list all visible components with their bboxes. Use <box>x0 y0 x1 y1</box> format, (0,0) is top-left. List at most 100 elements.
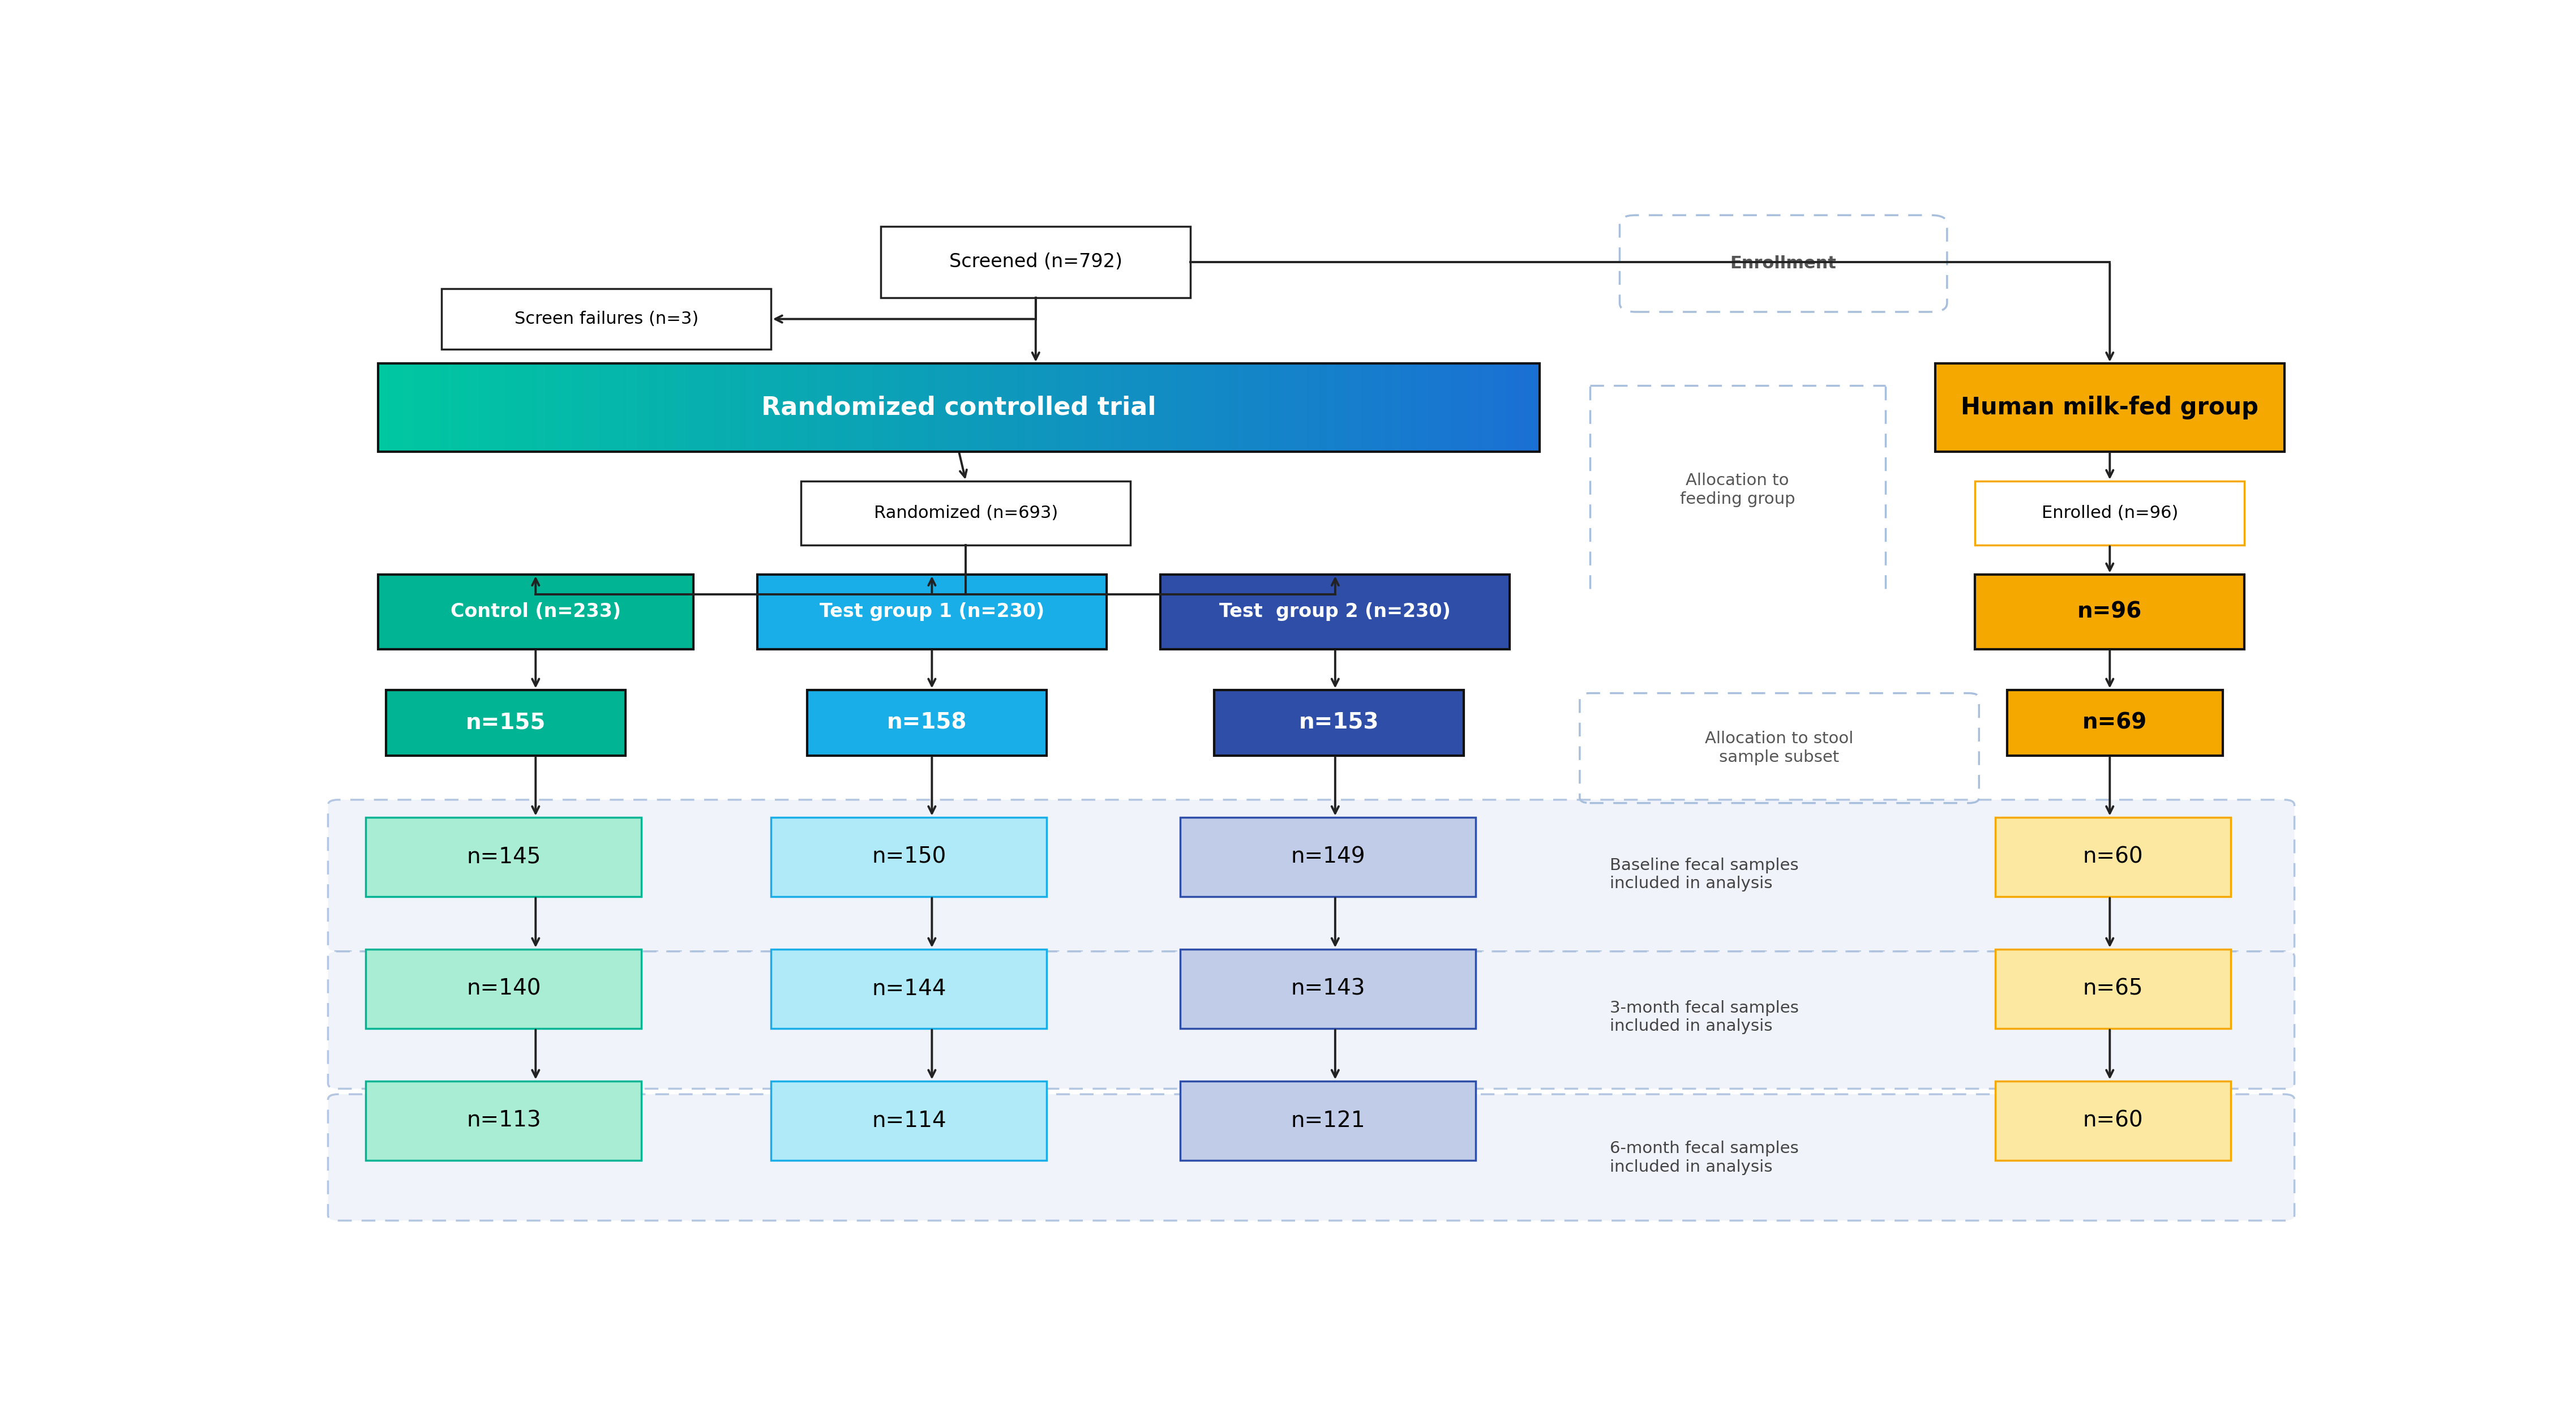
Bar <box>778 364 781 451</box>
Bar <box>739 364 742 451</box>
Bar <box>644 364 649 451</box>
Bar <box>951 364 956 451</box>
Bar <box>1288 364 1293 451</box>
Text: Test group 1 (n=230): Test group 1 (n=230) <box>819 602 1043 621</box>
Bar <box>1517 364 1522 451</box>
Bar <box>1056 364 1061 451</box>
Text: Randomized controlled trial: Randomized controlled trial <box>762 395 1157 420</box>
Bar <box>979 364 984 451</box>
Bar <box>1332 364 1334 451</box>
Bar <box>1270 364 1273 451</box>
Bar <box>1466 364 1471 451</box>
Text: n=145: n=145 <box>466 846 541 868</box>
Bar <box>1010 364 1015 451</box>
Bar <box>520 364 526 451</box>
Bar <box>1497 364 1502 451</box>
Bar <box>1113 364 1118 451</box>
Bar <box>873 364 878 451</box>
Text: n=96: n=96 <box>2076 601 2143 622</box>
Bar <box>958 364 963 451</box>
Bar <box>971 364 976 451</box>
Bar <box>889 364 894 451</box>
Bar <box>551 364 556 451</box>
Bar <box>806 689 1046 756</box>
Bar <box>811 364 817 451</box>
Bar <box>366 818 641 896</box>
Bar <box>696 364 701 451</box>
Bar <box>425 364 430 451</box>
Bar <box>835 364 840 451</box>
Bar <box>675 364 680 451</box>
Bar <box>440 364 446 451</box>
Bar <box>1182 364 1188 451</box>
Bar <box>1159 364 1164 451</box>
Bar <box>526 364 531 451</box>
Bar <box>1976 481 2244 545</box>
Bar <box>881 364 886 451</box>
Bar <box>611 364 616 451</box>
Bar <box>1278 364 1280 451</box>
Bar <box>567 364 572 451</box>
Bar <box>747 364 750 451</box>
Bar <box>652 364 657 451</box>
Bar <box>878 364 884 451</box>
Bar <box>474 364 479 451</box>
Bar <box>1381 364 1386 451</box>
Bar <box>451 364 456 451</box>
Bar <box>417 364 422 451</box>
Bar <box>1417 364 1422 451</box>
Bar <box>1994 818 2231 896</box>
Bar <box>410 364 415 451</box>
Bar <box>1097 364 1103 451</box>
Bar <box>1363 364 1365 451</box>
Bar <box>1203 364 1208 451</box>
Bar <box>1311 364 1316 451</box>
Bar <box>1401 364 1406 451</box>
Bar <box>672 364 677 451</box>
Bar <box>448 364 453 451</box>
Text: 6-month fecal samples
included in analysis: 6-month fecal samples included in analys… <box>1610 1140 1798 1174</box>
Bar <box>817 364 819 451</box>
Bar <box>618 364 623 451</box>
Bar <box>464 364 469 451</box>
Bar <box>997 364 1002 451</box>
Bar <box>1427 364 1432 451</box>
Bar <box>765 364 770 451</box>
Bar <box>487 364 492 451</box>
Bar <box>1180 1082 1476 1160</box>
Bar <box>1432 364 1437 451</box>
Bar <box>471 364 477 451</box>
Bar <box>1528 364 1533 451</box>
Bar <box>489 364 495 451</box>
Bar <box>904 364 909 451</box>
Bar <box>1180 949 1476 1029</box>
Bar <box>734 364 739 451</box>
Bar <box>902 364 907 451</box>
Bar <box>1388 364 1394 451</box>
Bar <box>989 364 994 451</box>
Bar <box>1373 364 1378 451</box>
Bar <box>1103 364 1108 451</box>
Bar <box>801 481 1131 545</box>
Bar <box>1118 364 1123 451</box>
Bar <box>559 364 564 451</box>
Bar <box>1180 364 1185 451</box>
Bar <box>1355 364 1358 451</box>
Bar <box>598 364 603 451</box>
Bar <box>781 364 786 451</box>
Bar <box>1448 364 1453 451</box>
Bar <box>433 364 438 451</box>
Bar <box>1319 364 1324 451</box>
Bar <box>1481 364 1486 451</box>
Bar <box>824 364 827 451</box>
Bar <box>711 364 716 451</box>
Bar <box>683 364 688 451</box>
Bar <box>466 364 471 451</box>
Bar <box>595 364 600 451</box>
FancyBboxPatch shape <box>327 1095 2295 1220</box>
Text: n=149: n=149 <box>1291 846 1365 868</box>
Bar <box>927 364 933 451</box>
Bar <box>2007 689 2223 756</box>
Text: n=153: n=153 <box>1298 712 1378 733</box>
Bar <box>1358 364 1363 451</box>
